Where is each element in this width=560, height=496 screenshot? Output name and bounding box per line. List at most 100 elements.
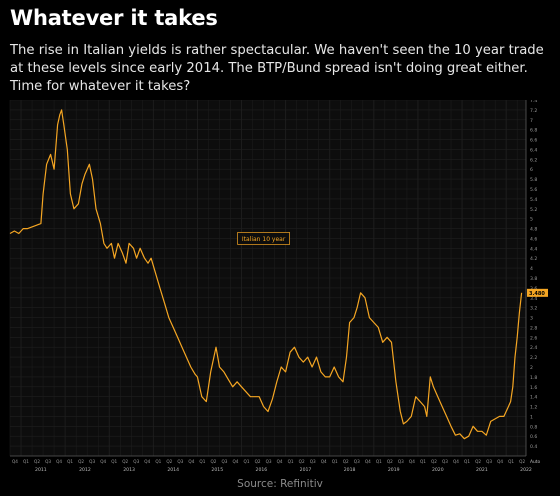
x-quarter-label: Q2 xyxy=(475,459,481,464)
x-quarter-label: Q4 xyxy=(277,459,283,464)
x-quarter-label: Q4 xyxy=(453,459,459,464)
y-tick-label: 4.2 xyxy=(530,256,537,262)
x-year-label: 2015 xyxy=(211,467,223,473)
x-quarter-label: Q2 xyxy=(431,459,437,464)
x-quarter-label: Q2 xyxy=(387,459,393,464)
series-label: Italian 10 year xyxy=(242,236,286,243)
x-quarter-label: Q2 xyxy=(34,459,40,464)
x-quarter-label: Q3 xyxy=(177,459,183,464)
x-year-label: 2013 xyxy=(123,467,135,473)
x-quarter-label: Q4 xyxy=(144,459,150,464)
y-tick-label: 6.6 xyxy=(530,138,537,144)
x-quarter-label: Q3 xyxy=(45,459,51,464)
x-axis-mode-label: Auto xyxy=(530,459,541,465)
x-quarter-label: Q1 xyxy=(464,459,470,464)
x-year-label: 2018 xyxy=(344,467,356,473)
x-quarter-label: Q1 xyxy=(155,459,161,464)
y-tick-label: 0.8 xyxy=(530,424,537,430)
y-tick-label: 2.8 xyxy=(530,325,537,331)
x-quarter-label: Q3 xyxy=(486,459,492,464)
y-tick-label: 4 xyxy=(530,266,533,272)
y-tick-label: 5.8 xyxy=(530,177,537,183)
last-value-badge xyxy=(527,288,548,297)
y-tick-label: 5.2 xyxy=(530,207,537,213)
y-tick-label: 2.2 xyxy=(530,355,537,361)
chart-svg: 0.4 0.6 0.8 1 1.2 1.4 1.6 1.8 2 2.2 2.4 2.6 2.8 3 3.2 3… xyxy=(9,98,548,473)
y-tick-label: 2 xyxy=(530,365,533,371)
x-quarter-label: Q4 xyxy=(409,459,415,464)
x-quarter-label: Q2 xyxy=(343,459,349,464)
x-quarter-label: Q3 xyxy=(442,459,448,464)
x-quarter-label: Q3 xyxy=(221,459,227,464)
x-quarter-label: Q4 xyxy=(12,459,18,464)
y-tick-label: 4.6 xyxy=(530,236,537,242)
x-quarter-label: Q4 xyxy=(365,459,371,464)
x-quarter-label: Q3 xyxy=(266,459,272,464)
y-tick-label: 1.2 xyxy=(530,405,537,411)
x-quarter-label: Q1 xyxy=(420,459,426,464)
x-quarter-label: Q4 xyxy=(100,459,106,464)
x-quarter-label: Q1 xyxy=(508,459,514,464)
x-quarter-label: Q2 xyxy=(519,459,525,464)
x-quarter-label: Q1 xyxy=(67,459,73,464)
page-title: Whatever it takes xyxy=(10,6,218,30)
y-tick-label: 3.4 xyxy=(530,296,537,302)
x-quarter-label: Q2 xyxy=(299,459,305,464)
y-tick-label: 1.4 xyxy=(530,395,537,401)
page-subtitle: The rise in Italian yields is rather spe… xyxy=(10,43,544,94)
x-quarter-label: Q4 xyxy=(188,459,194,464)
y-tick-label: 5.4 xyxy=(530,197,537,203)
y-tick-label: 3 xyxy=(530,316,533,322)
y-tick-label: 5.6 xyxy=(530,187,537,193)
x-quarter-label: Q1 xyxy=(23,459,29,464)
x-quarter-label: Q3 xyxy=(133,459,139,464)
y-tick-label: 2.6 xyxy=(530,335,537,341)
y-tick-label: 3.8 xyxy=(530,276,537,282)
x-year-label: 2019 xyxy=(388,467,400,473)
x-year-label: 2017 xyxy=(300,467,312,473)
y-tick-label: 3.2 xyxy=(530,306,537,312)
y-tick-label: 1 xyxy=(530,414,533,420)
x-quarter-label: Q2 xyxy=(255,459,261,464)
y-tick-label: 4.8 xyxy=(530,227,537,233)
x-quarter-label: Q4 xyxy=(497,459,503,464)
x-quarter-label: Q3 xyxy=(398,459,404,464)
y-tick-label: 0.4 xyxy=(530,444,537,450)
series-label-box xyxy=(237,232,290,245)
x-quarter-label: Q4 xyxy=(321,459,327,464)
x-year-label: 2021 xyxy=(476,467,488,473)
y-tick-label: 7.2 xyxy=(530,108,537,114)
yield-chart: 0.4 0.6 0.8 1 1.2 1.4 1.6 1.8 2 2.2 2.4 2.6 2.8 3 3.2 3… xyxy=(8,98,552,476)
x-quarter-label: Q2 xyxy=(122,459,128,464)
y-tick-label: 7.4 xyxy=(530,100,537,104)
y-tick-label: 6.2 xyxy=(530,157,537,163)
x-quarter-label: Q1 xyxy=(332,459,338,464)
y-tick-label: 6 xyxy=(530,167,533,173)
y-tick-label: 1.6 xyxy=(530,385,537,391)
x-year-label: 2016 xyxy=(256,467,268,473)
y-tick-label: 2.4 xyxy=(530,345,537,351)
x-quarter-label: Q2 xyxy=(210,459,216,464)
x-quarter-label: Q1 xyxy=(376,459,382,464)
y-tick-label: 4.4 xyxy=(530,246,537,252)
x-quarter-label: Q2 xyxy=(166,459,172,464)
x-quarter-label: Q2 xyxy=(78,459,84,464)
x-quarter-label: Q4 xyxy=(56,459,62,464)
x-quarter-label: Q4 xyxy=(233,459,239,464)
series-line-italian-10-year xyxy=(9,109,523,440)
y-tick-label: 1.8 xyxy=(530,375,537,381)
y-tick-label: 6.4 xyxy=(530,147,537,153)
x-quarter-label: Q3 xyxy=(89,459,95,464)
x-year-label: 2012 xyxy=(79,467,91,473)
x-year-label: 2020 xyxy=(432,467,444,473)
x-quarter-label: Q1 xyxy=(288,459,294,464)
source-note: Source: Refinitiv xyxy=(237,478,323,490)
y-tick-label: 7 xyxy=(530,118,533,124)
y-tick-label: 0.6 xyxy=(530,434,537,440)
x-year-label: 2022 xyxy=(520,467,532,473)
y-tick-label: 5 xyxy=(530,217,533,223)
x-quarter-label: Q3 xyxy=(310,459,316,464)
x-year-label: 2011 xyxy=(35,467,47,473)
x-quarter-label: Q1 xyxy=(111,459,117,464)
x-quarter-label: Q1 xyxy=(199,459,205,464)
